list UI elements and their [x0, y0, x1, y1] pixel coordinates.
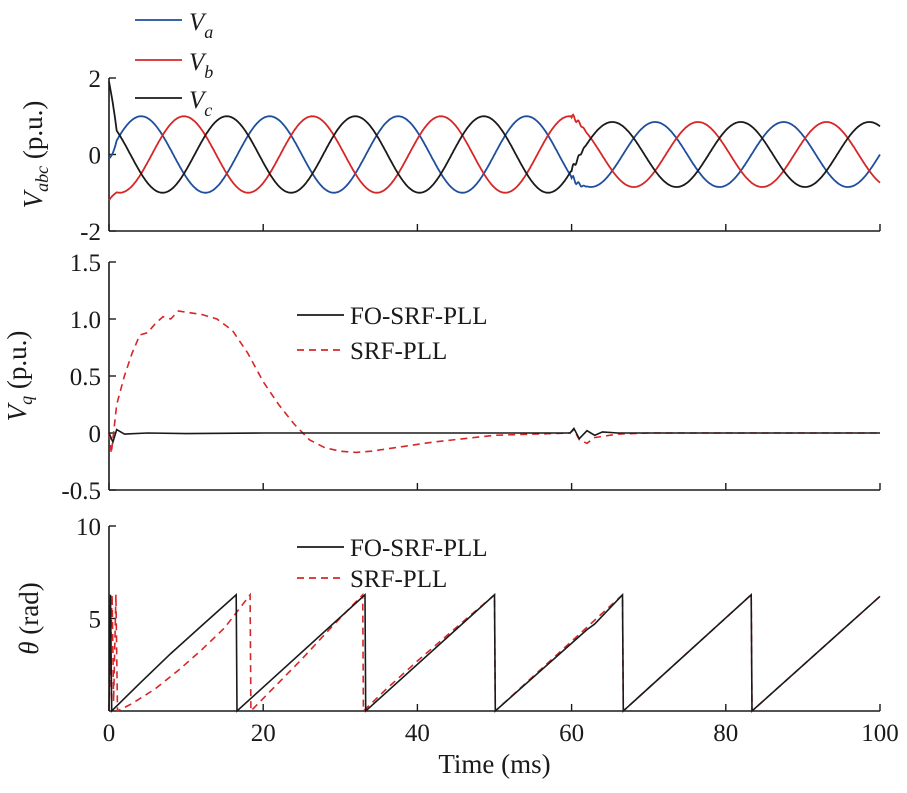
vabc-panel: 2 0 -2 Vabc (p.u.) Va Vb Vc: [18, 9, 881, 246]
legend-label: Vc: [189, 87, 212, 120]
legend-label: FO-SRF-PLL: [350, 535, 488, 562]
y-tick-label: -0.5: [61, 478, 101, 505]
y-tick-label: 0.5: [70, 364, 101, 391]
theta-panel: 10 5 θ (rad) 0 20 40 60 80 100 Time (ms) FO-SRF-PL…: [14, 514, 899, 779]
y-tick-label: 0: [89, 421, 102, 448]
x-tick-label: 0: [103, 720, 116, 747]
series-line-fo-srf-pll: [108, 592, 881, 713]
x-tick-label: 20: [251, 720, 276, 747]
x-tick-label: 40: [405, 720, 430, 747]
series-line-va: [108, 115, 881, 194]
x-tick-label: 80: [713, 720, 738, 747]
y-tick-label: 10: [76, 514, 101, 541]
y-tick-label: 1.0: [70, 307, 101, 334]
legend-label: FO-SRF-PLL: [350, 303, 488, 330]
series-line-vb: [108, 113, 881, 201]
y-axis-title: Vabc (p.u.): [18, 101, 52, 209]
y-tick-label: -2: [80, 219, 101, 246]
legend-label: SRF-PLL: [350, 566, 447, 593]
y-tick-label: 2: [89, 66, 102, 93]
y-tick-label: 0: [89, 143, 102, 170]
legend-label: SRF-PLL: [350, 338, 447, 365]
y-tick-label: 1.5: [70, 250, 101, 277]
y-tick-label: 5: [89, 607, 102, 634]
x-tick-label: 100: [861, 720, 899, 747]
x-axis-title: Time (ms): [438, 749, 550, 779]
legend-label: Vb: [189, 49, 213, 82]
y-axis-title: Vq (p.u.): [2, 331, 36, 422]
vq-panel: 1.5 1.0 0.5 0 -0.5 Vq (p.u.) FO-SRF-PLL SRF-PLL: [2, 250, 881, 505]
legend-label: Va: [189, 9, 213, 42]
series-line-srf-pll: [108, 310, 880, 454]
x-tick-label: 60: [559, 720, 584, 747]
series-line-vc: [108, 81, 881, 194]
series-line-fo-srf-pll: [108, 426, 880, 445]
y-axis-title: θ (rad): [14, 582, 44, 654]
